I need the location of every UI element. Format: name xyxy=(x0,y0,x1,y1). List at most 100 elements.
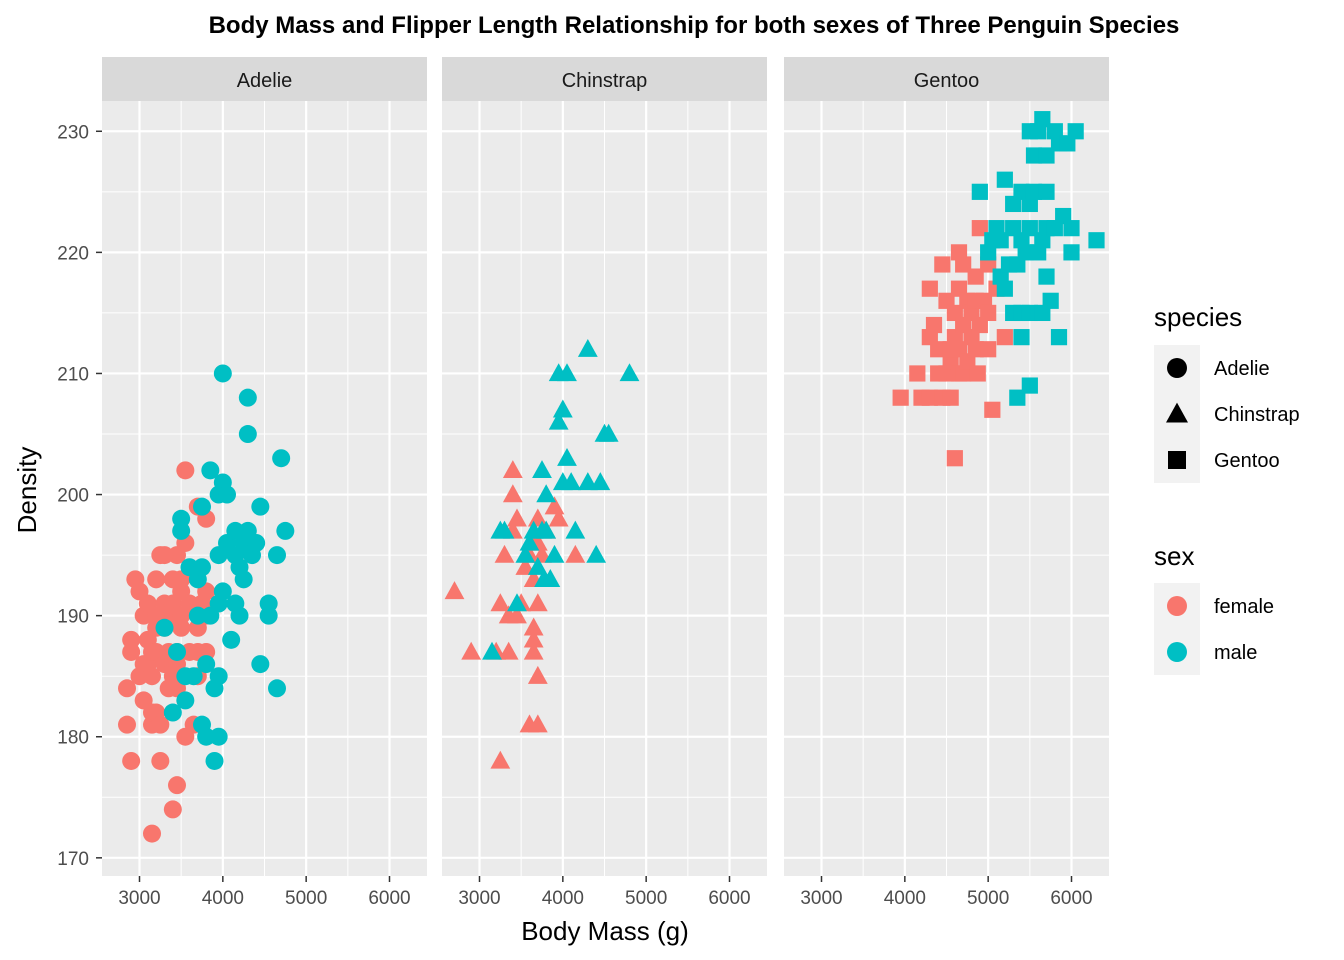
legend-label: female xyxy=(1214,596,1274,618)
data-point xyxy=(519,532,540,551)
data-point xyxy=(1009,389,1026,406)
legend-label: male xyxy=(1214,642,1257,664)
data-point xyxy=(921,280,938,297)
data-point xyxy=(163,800,182,819)
data-point xyxy=(971,220,988,237)
legend-label: Chinstrap xyxy=(1214,404,1300,426)
data-point xyxy=(213,582,232,601)
data-point xyxy=(971,183,988,200)
data-point xyxy=(548,411,569,430)
facet-panel-chinstrap: Chinstrap xyxy=(442,57,767,876)
data-point xyxy=(536,520,557,539)
data-point xyxy=(268,546,286,565)
facet-panels: Adelie Chinstrap Gentoo xyxy=(102,57,1109,876)
data-point xyxy=(507,508,527,527)
data-point xyxy=(980,304,997,322)
data-point xyxy=(955,256,972,273)
y-axis-title: Density xyxy=(12,447,42,534)
data-point xyxy=(527,593,548,612)
data-point xyxy=(1042,292,1059,309)
data-point xyxy=(1013,329,1030,346)
y-tick-label: 180 xyxy=(57,728,89,749)
series-female xyxy=(892,220,1013,467)
x-tick-label: 5000 xyxy=(625,888,667,909)
series-male xyxy=(971,111,1105,406)
legend-dot-icon xyxy=(1167,596,1187,616)
data-point xyxy=(209,667,228,686)
data-point xyxy=(946,450,963,467)
data-point xyxy=(532,544,552,563)
facet-strip xyxy=(102,57,427,101)
y-tick-label: 210 xyxy=(57,364,89,385)
series-male xyxy=(482,338,640,660)
data-point xyxy=(527,508,548,527)
data-point xyxy=(967,341,984,358)
data-point xyxy=(1088,232,1105,249)
y-tick-label: 230 xyxy=(57,122,89,143)
data-point xyxy=(942,389,959,406)
data-point xyxy=(143,824,161,843)
data-point xyxy=(213,364,232,383)
data-point xyxy=(176,691,195,710)
data-point xyxy=(1021,304,1038,322)
data-point xyxy=(502,484,523,503)
facet-panel-gentoo: Gentoo xyxy=(784,57,1109,876)
legend-title-species: species xyxy=(1154,302,1242,332)
data-point xyxy=(909,365,926,382)
data-point xyxy=(1050,329,1068,346)
data-point xyxy=(197,655,216,674)
legend-title-sex: sex xyxy=(1154,541,1194,571)
y-tick-label: 190 xyxy=(57,607,89,628)
x-tick-label: 6000 xyxy=(1050,888,1092,909)
data-point xyxy=(565,520,586,539)
data-point xyxy=(490,750,511,769)
data-point xyxy=(155,546,174,565)
facet-strip xyxy=(442,57,767,101)
legend: species Adelie Chinstrap Gentoo sex female mal… xyxy=(1154,302,1300,675)
data-point xyxy=(557,447,577,466)
legend-triangle-icon xyxy=(1166,402,1188,423)
data-point xyxy=(527,714,548,733)
facet-strip-label: Adelie xyxy=(237,70,293,92)
data-point xyxy=(1038,268,1055,285)
axes: 170 180 190 200 210 220 230 3000 4000 5000 6000 300… xyxy=(57,122,1092,909)
data-point xyxy=(193,497,211,516)
facet-strip-label: Chinstrap xyxy=(562,70,648,92)
data-point xyxy=(122,751,141,770)
data-point xyxy=(234,570,253,589)
data-point xyxy=(251,655,270,674)
x-tick-label: 5000 xyxy=(285,888,327,909)
data-point xyxy=(502,460,523,479)
data-point xyxy=(967,268,984,285)
x-tick-label: 3000 xyxy=(800,888,842,909)
data-point xyxy=(176,461,195,480)
data-point xyxy=(1025,183,1043,200)
data-point xyxy=(586,544,607,563)
data-point xyxy=(1034,111,1051,128)
data-point xyxy=(188,606,207,625)
data-point xyxy=(494,520,515,539)
data-point xyxy=(921,389,938,406)
data-point xyxy=(507,605,527,624)
data-point xyxy=(527,556,548,575)
data-point xyxy=(268,679,286,698)
y-tick-label: 170 xyxy=(57,849,89,870)
data-point xyxy=(1063,220,1080,237)
data-point xyxy=(1025,147,1043,164)
data-point xyxy=(168,642,186,661)
data-point xyxy=(490,593,511,612)
data-point xyxy=(1021,377,1038,394)
data-point xyxy=(168,776,186,795)
data-point xyxy=(523,629,544,648)
data-point xyxy=(980,341,997,358)
data-point xyxy=(193,558,211,577)
data-point xyxy=(209,727,228,746)
legend-entry-male: male xyxy=(1154,629,1257,675)
series-male xyxy=(155,364,295,770)
x-tick-label: 6000 xyxy=(368,888,410,909)
data-point xyxy=(238,388,257,407)
data-point xyxy=(996,329,1013,346)
data-point xyxy=(1017,244,1034,261)
data-point xyxy=(992,232,1009,249)
